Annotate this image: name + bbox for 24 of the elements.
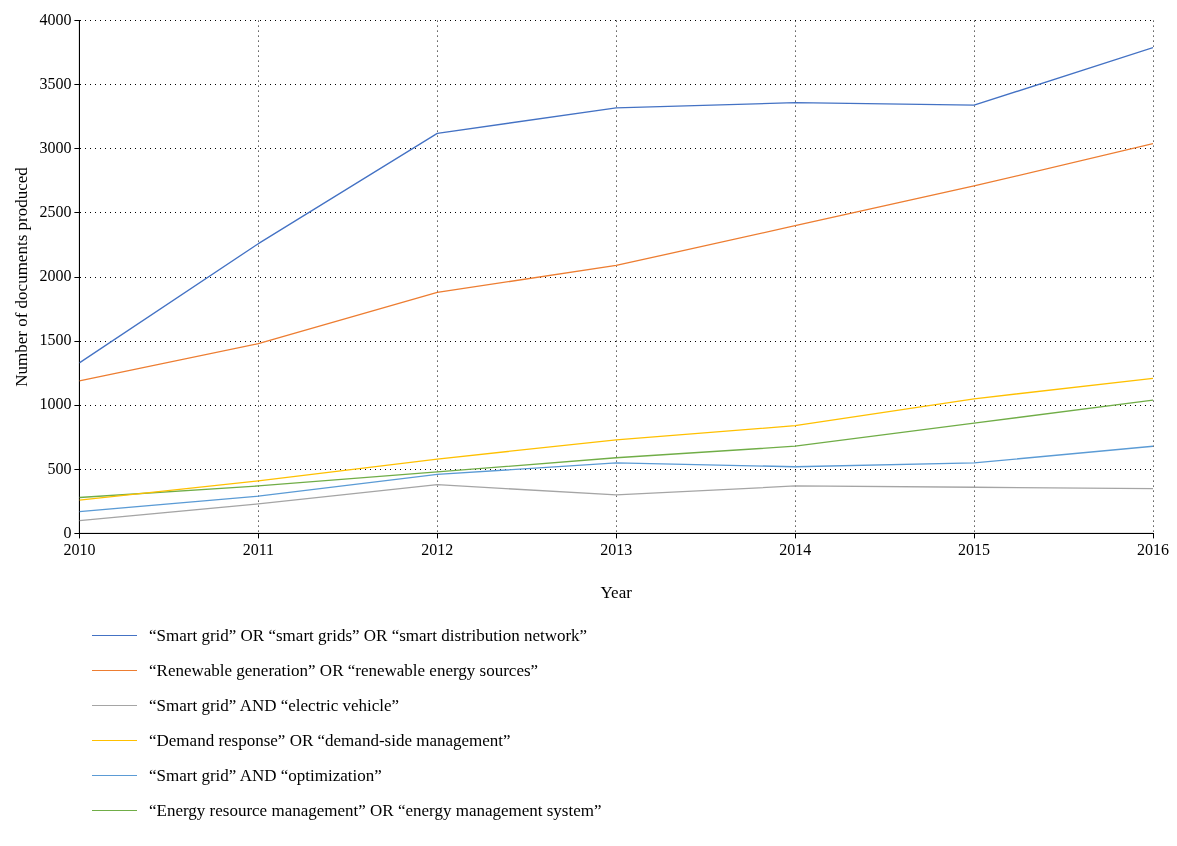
legend-label: “Demand response” OR “demand-side management” — [149, 730, 511, 751]
legend-label: “Energy resource management” OR “energy management system” — [149, 800, 602, 821]
x-tick-label: 2012 — [421, 541, 454, 559]
legend-label: “Smart grid” AND “electric vehicle” — [149, 695, 400, 716]
legend-label: “Renewable generation” OR “renewable energy sources” — [149, 660, 539, 681]
y-tick-label: 3500 — [39, 74, 72, 92]
x-tick-label: 2015 — [958, 541, 991, 559]
y-tick-label: 4000 — [39, 10, 72, 28]
x-tick-label: 2011 — [242, 541, 275, 559]
y-tick-label: 2000 — [39, 267, 72, 285]
y-tick-label: 1500 — [39, 331, 72, 349]
legend-label: “Smart grid” OR “smart grids” OR “smart distribution network” — [149, 625, 588, 646]
y-tick-label: 500 — [47, 459, 72, 477]
y-axis-title: Number of documents produced — [11, 166, 31, 387]
y-tick-label: 2500 — [39, 203, 72, 221]
x-axis-title: Year — [600, 583, 633, 603]
y-tick-label: 0 — [63, 523, 72, 541]
legend-label: “Smart grid” AND “optimization” — [149, 765, 382, 786]
y-tick-label: 1000 — [39, 395, 72, 413]
x-tick-label: 2010 — [63, 541, 96, 559]
x-tick-label: 2013 — [600, 541, 633, 559]
y-tick-label: 3000 — [39, 139, 72, 156]
x-tick-label: 2016 — [1137, 541, 1169, 559]
x-tick-label: 2014 — [779, 541, 812, 559]
